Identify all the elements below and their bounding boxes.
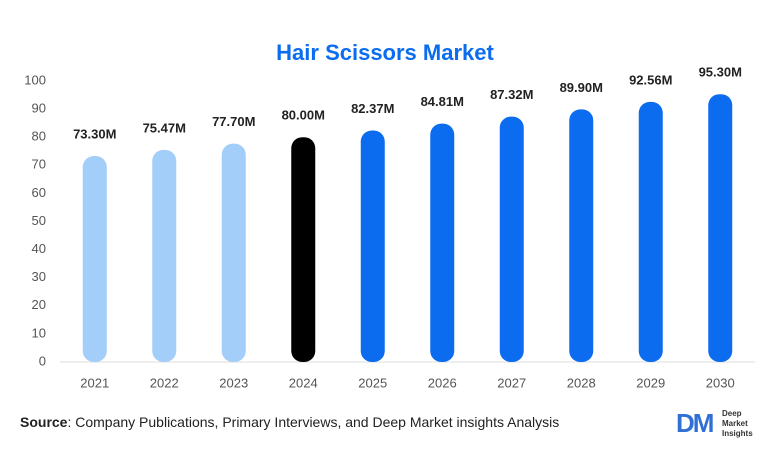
y-tick-label: 90	[32, 101, 46, 116]
bar	[499, 116, 524, 362]
x-tick-label: 2024	[289, 375, 318, 390]
y-tick-label: 80	[32, 129, 46, 144]
bar	[638, 101, 663, 362]
y-tick-label: 10	[32, 325, 46, 340]
bar	[291, 137, 316, 362]
x-tick-label: 2027	[497, 375, 526, 390]
bar	[569, 109, 594, 362]
logo-line: Market	[722, 419, 748, 428]
x-tick-label: 2029	[636, 375, 665, 390]
value-label: 80.00M	[282, 108, 325, 123]
x-tick-label: 2023	[219, 375, 248, 390]
value-label: 89.90M	[560, 80, 603, 95]
source-text: : Company Publications, Primary Intervie…	[67, 414, 559, 430]
x-tick-label: 2026	[428, 375, 457, 390]
source: Source: Company Publications, Primary In…	[20, 414, 559, 430]
y-tick-label: 100	[24, 72, 46, 87]
x-tick-label: 2028	[567, 375, 596, 390]
bar	[708, 94, 733, 362]
value-label: 84.81M	[421, 94, 464, 109]
y-tick-label: 70	[32, 157, 46, 172]
y-tick-label: 60	[32, 185, 46, 200]
y-tick-label: 40	[32, 241, 46, 256]
logo-mark: DM	[676, 408, 713, 438]
x-tick-label: 2030	[706, 375, 735, 390]
x-tick-label: 2021	[80, 375, 109, 390]
source-label: Source	[20, 414, 68, 430]
y-tick-label: 50	[32, 213, 46, 228]
x-tick-label: 2022	[150, 375, 179, 390]
value-label: 73.30M	[73, 126, 116, 141]
bar	[360, 130, 385, 362]
value-label: 82.37M	[351, 101, 394, 116]
logo-line: Insights	[722, 429, 753, 438]
y-tick-label: 30	[32, 269, 46, 284]
value-label: 87.32M	[490, 87, 533, 102]
chart-title: Hair Scissors Market	[276, 40, 494, 65]
logo-line: Deep	[722, 409, 742, 418]
bar	[221, 143, 246, 362]
value-label: 77.70M	[212, 114, 255, 129]
bar	[152, 149, 177, 362]
y-tick-label: 0	[39, 353, 46, 368]
bar	[82, 156, 107, 362]
value-label: 75.47M	[143, 120, 186, 135]
value-label: 95.30M	[699, 65, 742, 80]
x-tick-label: 2025	[358, 375, 387, 390]
y-tick-label: 20	[32, 297, 46, 312]
value-label: 92.56M	[629, 72, 672, 87]
bar	[430, 123, 455, 362]
